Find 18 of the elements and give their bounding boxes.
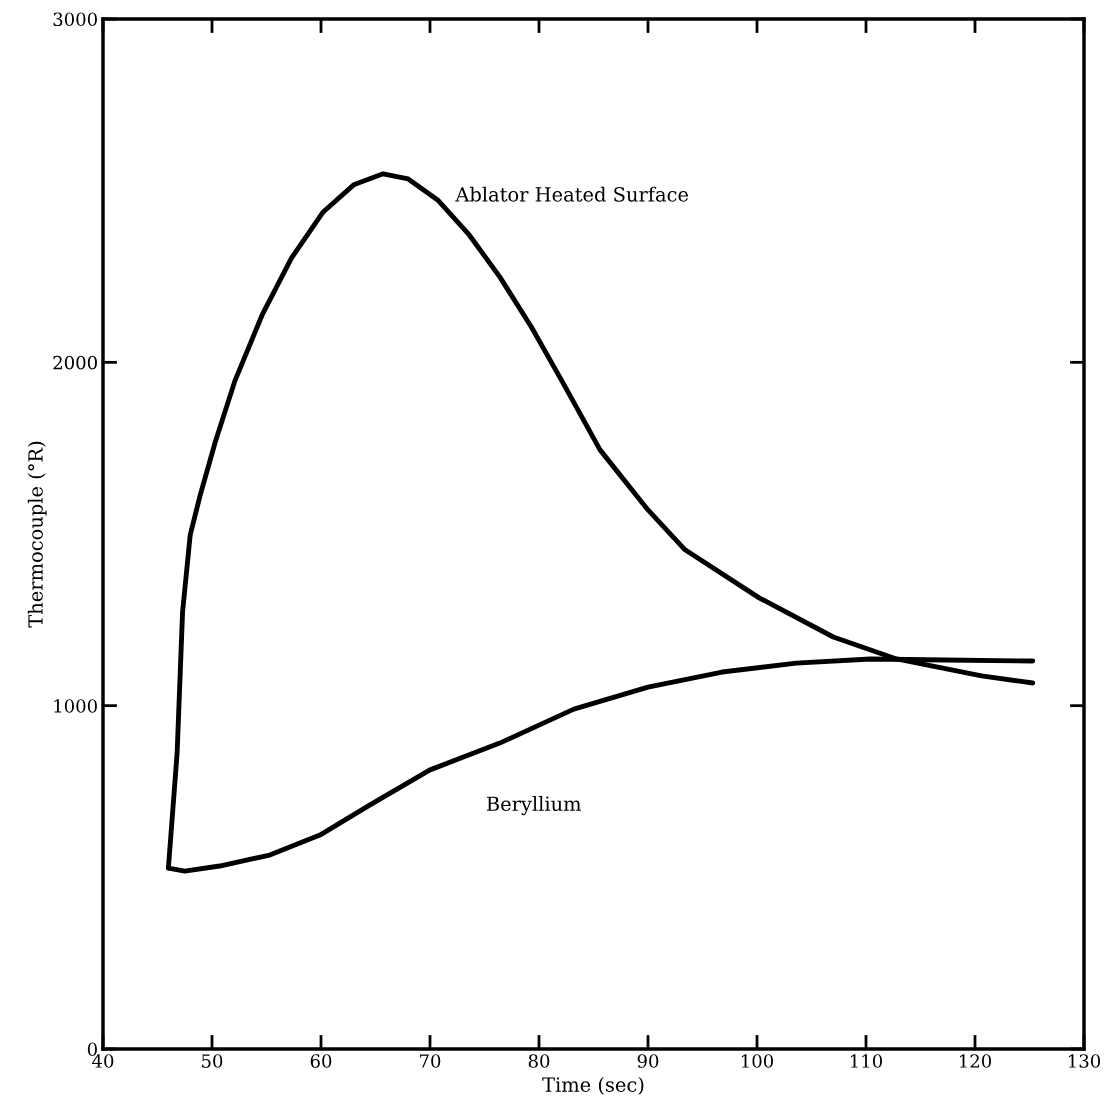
series-label: Ablator Heated Surface [455, 186, 689, 202]
y-tick-label: 0 [87, 1042, 97, 1057]
x-tick-label: 130 [1068, 1054, 1101, 1068]
x-tick-label: 110 [850, 1054, 883, 1068]
x-tick-label: 120 [959, 1054, 992, 1068]
y-tick-label: 1000 [54, 699, 97, 713]
y-tick-label: 3000 [53, 12, 97, 27]
y-axis-title: Thermocouple (°R) [27, 441, 47, 628]
x-tick-label: 70 [420, 1054, 441, 1068]
x-axis-title: Time (sec) [542, 1076, 644, 1095]
x-tick-label: 90 [637, 1054, 659, 1068]
x-tick-label: 60 [310, 1054, 332, 1068]
text: Beryllium [486, 796, 582, 816]
x-tick-label: 80 [528, 1054, 550, 1068]
x-tick-label: 40 [92, 1054, 114, 1068]
y-tick-label: 2000 [53, 355, 97, 370]
x-tick-label: 50 [202, 1054, 223, 1068]
x-tick-label: 100 [741, 1054, 774, 1068]
